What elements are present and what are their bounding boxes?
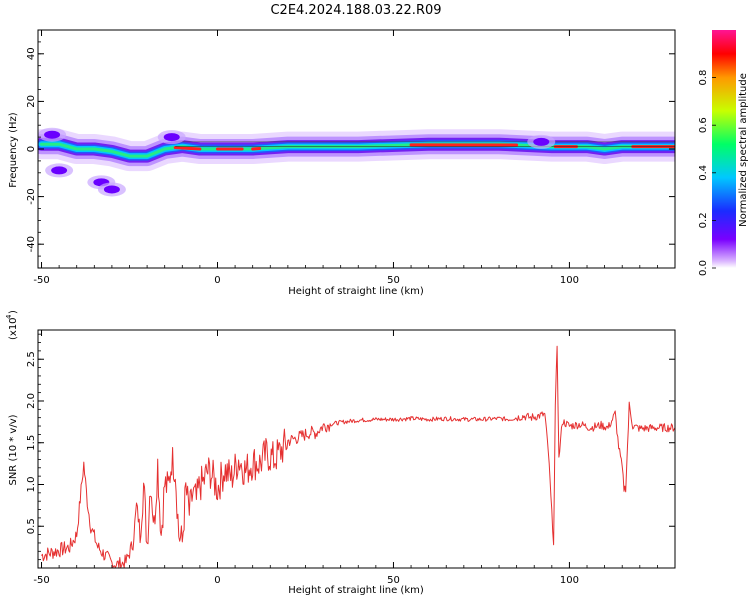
colorbar-tick-label: 0.2 [698,212,709,228]
spectrogram-y-tick-label: -20 [26,188,37,204]
snr-x-tick-label: 0 [214,575,220,586]
colorbar: 0.0 0.2 0.4 0.6 0.8 Normalized spectral ampl… [698,30,749,276]
spectrogram-x-tick-label: -50 [33,275,49,286]
spectrogram-x-tick-label: 0 [214,275,220,286]
colorbar-tick-label: 0.8 [698,70,709,86]
spectrogram-x-label: Height of straight line (km) [288,286,424,297]
colorbar-tick-label: 0.6 [698,117,709,133]
snr-panel: -50 0 50 100 0.5 1.0 1.5 2.0 2.5 Height of strai… [5,310,676,596]
snr-y-tick-label: 1.0 [26,477,37,493]
snr-y-scale-exponent: 4 [5,314,13,319]
colorbar-tick-label: 0.4 [698,165,709,181]
spectrogram-y-label: Frequency (Hz) [8,112,19,188]
snr-marks [41,345,675,568]
colorbar-tick-label: 0.0 [698,260,709,276]
spectrogram-y-tick-label: -40 [26,236,37,252]
spectrogram-ticks: -50 0 50 100 -40 -20 0 20 40 [26,29,676,286]
snr-y-tick-label: 0.5 [26,518,37,534]
snr-y-label: SNR (10 * v/v) [8,414,19,485]
snr-x-label: Height of straight line (km) [288,585,424,596]
snr-ticks: -50 0 50 100 0.5 1.0 1.5 2.0 2.5 [26,330,676,586]
snr-y-scale-close: ) [8,310,19,314]
colorbar-label: Normalized spectral amplitude [738,73,749,227]
snr-y-scale-label: (x10 [8,317,19,340]
spectrogram-x-tick-label: 50 [387,275,400,286]
snr-x-tick-label: 100 [560,575,579,586]
chart-title: C2E4.2024.188.03.22.R09 [270,3,441,18]
spectrogram-panel: -50 0 50 100 -40 -20 0 20 40 Height of straight … [8,29,676,297]
snr-y-scale: (x10 4 ) [5,310,19,340]
spectrogram-x-tick-label: 100 [560,275,579,286]
snr-x-tick-label: 50 [387,575,400,586]
spectrogram-y-tick-label: 0 [26,146,37,152]
colorbar-gradient [712,30,736,268]
spectral-blob [51,166,68,175]
spectrogram-y-tick-label: 40 [26,47,37,60]
snr-x-tick-label: -50 [33,575,49,586]
spectral-blob [103,185,120,194]
snr-y-tick-label: 2.0 [26,393,37,409]
snr-y-tick-label: 2.5 [26,351,37,367]
spectral-blob [163,133,180,142]
spectrogram-y-tick-label: 20 [26,95,37,108]
snr-y-tick-label: 1.5 [26,435,37,451]
spectral-peak-segment [173,146,202,151]
snr-frame [37,329,676,569]
spectrogram-marks [38,127,675,197]
snr-series-line [41,345,675,568]
colorbar-ticks: 0.0 0.2 0.4 0.6 0.8 [698,70,716,276]
snr-plot-area [38,330,675,568]
spectral-blob [44,130,61,139]
spectral-blob [533,137,550,146]
